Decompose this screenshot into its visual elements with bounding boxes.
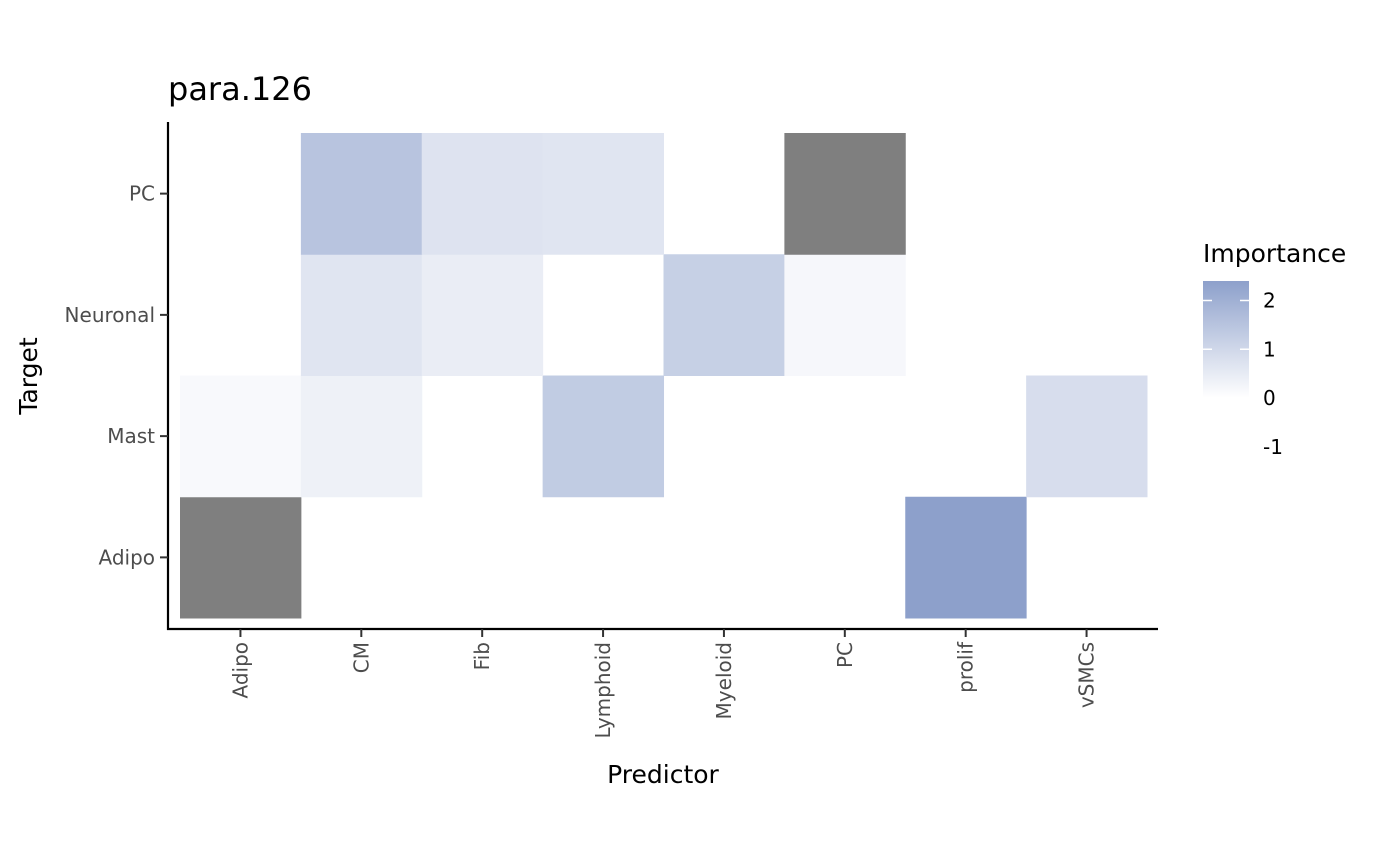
axis-ticks: Adipo CM Fib Lymphoid Myeloid PC prolif vSMCs Ad…	[65, 182, 1099, 739]
heatmap-cell	[542, 133, 665, 255]
x-tick-label: PC	[833, 642, 857, 668]
x-tick-label: Adipo	[228, 642, 252, 699]
y-tick-label: Mast	[107, 424, 155, 448]
legend-label: 1	[1263, 337, 1276, 361]
heatmap-cell	[421, 254, 544, 376]
x-tick-label: prolif	[954, 641, 978, 693]
y-axis-title: Target	[14, 337, 43, 416]
legend-label: 0	[1263, 386, 1276, 410]
legend-ticks: 2 1 0 -1	[1203, 289, 1283, 459]
x-axis-title: Predictor	[607, 760, 719, 789]
heatmap-cell	[300, 254, 423, 376]
chart-title: para.126	[168, 70, 312, 108]
heatmap-cells	[180, 133, 1148, 619]
heatmap-cell	[180, 496, 302, 619]
x-tick-label: Lymphoid	[591, 642, 615, 738]
heatmap-cell	[300, 375, 423, 498]
legend-colorbar	[1203, 281, 1249, 398]
heatmap-cell	[1026, 375, 1148, 498]
color-legend: Importance 2 1 0 -1	[1203, 239, 1346, 459]
heatmap-cell	[905, 496, 1027, 619]
y-tick-label: Adipo	[98, 545, 155, 569]
heatmap-cell	[784, 133, 906, 255]
heatmap-cell	[300, 133, 423, 255]
y-tick-label: PC	[129, 182, 155, 206]
y-tick-label: Neuronal	[65, 303, 155, 327]
heatmap-cell	[784, 254, 906, 376]
x-tick-label: Myeloid	[712, 642, 736, 719]
heatmap-cell	[180, 375, 302, 498]
heatmap-cell	[421, 133, 544, 255]
legend-title: Importance	[1203, 239, 1346, 268]
x-tick-label: Fib	[470, 642, 494, 670]
legend-label: 2	[1263, 289, 1276, 313]
heatmap-cell	[542, 375, 665, 498]
legend-label: -1	[1263, 435, 1283, 459]
heatmap-cell	[663, 254, 785, 376]
x-tick-label: CM	[349, 642, 373, 673]
x-tick-label: vSMCs	[1075, 642, 1099, 708]
